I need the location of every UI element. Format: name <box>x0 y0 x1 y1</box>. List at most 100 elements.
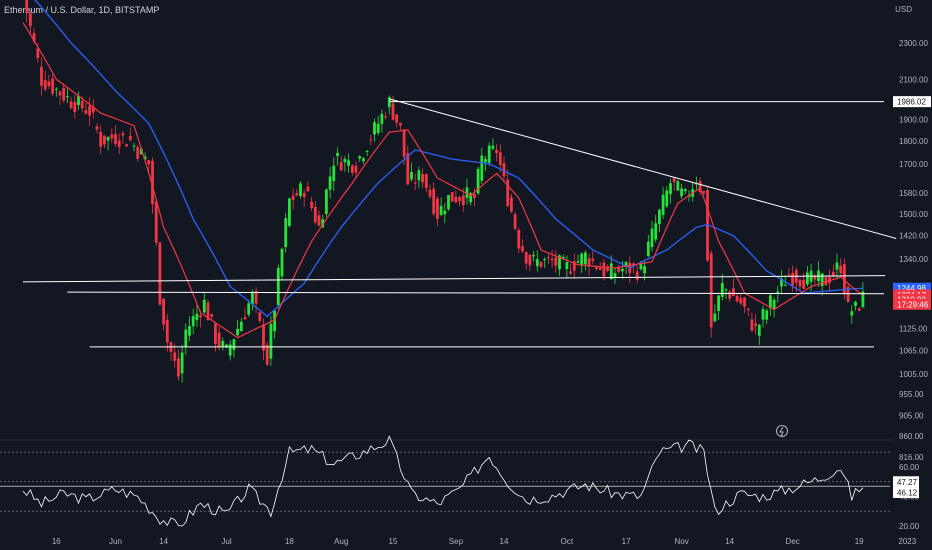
candle-body <box>232 339 236 350</box>
rsi-tick-label: 60.00 <box>899 463 920 472</box>
candle-body <box>77 95 80 105</box>
time-tick-label: Jun <box>109 537 122 546</box>
candle-body <box>780 278 783 287</box>
candle-body <box>402 129 406 157</box>
time-tick-label: 15 <box>389 537 398 546</box>
mid-horizontal-line[interactable] <box>67 291 885 295</box>
time-tick-label: 16 <box>52 537 61 546</box>
candle-body <box>310 201 313 208</box>
candle-body <box>765 310 769 320</box>
candle-body <box>158 242 162 305</box>
time-tick-label: Jul <box>221 537 231 546</box>
candle-body <box>236 328 239 336</box>
candle-body <box>750 319 754 331</box>
candle-body <box>772 300 776 309</box>
candle-body <box>243 317 247 320</box>
candle-body <box>724 289 728 291</box>
candle-body <box>646 241 650 257</box>
candle-body <box>365 150 369 152</box>
candle-body <box>121 133 125 136</box>
candle-body <box>151 160 154 205</box>
candle-body <box>406 153 410 185</box>
candle-body <box>469 193 473 203</box>
candle-body <box>757 324 761 336</box>
candle-body <box>743 297 746 307</box>
candle-body <box>676 181 680 191</box>
candle-body <box>461 195 465 206</box>
candle-body <box>51 78 54 94</box>
candle-body <box>384 116 387 118</box>
price-tick-label: 816.00 <box>899 453 924 462</box>
candle-body <box>221 340 225 347</box>
candle-body <box>43 80 47 90</box>
candle-body <box>73 101 77 112</box>
candle-body <box>635 271 639 280</box>
candle-body <box>299 183 302 197</box>
candle-body <box>99 131 103 147</box>
candle-body <box>410 171 413 180</box>
candle-body <box>783 285 787 287</box>
candle-body <box>228 344 232 356</box>
price-label-text: 1986.02 <box>897 98 926 107</box>
candle-body <box>387 97 391 108</box>
candle-body <box>284 218 288 248</box>
candle-body <box>454 196 458 203</box>
candle-body <box>191 316 195 327</box>
candle-body <box>609 263 613 280</box>
candle-body <box>713 313 717 322</box>
price-label-box <box>893 282 931 294</box>
candle-body <box>506 179 510 207</box>
candle-body <box>336 152 339 157</box>
rsi-label-text: 46.12 <box>897 488 918 497</box>
candle-body <box>484 159 487 163</box>
candle-body <box>735 295 739 302</box>
candle-body <box>54 88 58 90</box>
candle-body <box>813 276 817 280</box>
candle-body <box>613 273 617 278</box>
candle-body <box>332 165 336 182</box>
candle-body <box>861 291 865 307</box>
candle-body <box>569 271 572 274</box>
candle-body <box>273 310 276 332</box>
candle-body <box>828 277 831 283</box>
descending-resistance-line[interactable] <box>389 98 897 239</box>
candle-body <box>543 259 547 261</box>
candle-body <box>480 155 484 181</box>
candle-body <box>850 311 854 316</box>
time-tick-label: 19 <box>855 537 864 546</box>
candle-body <box>528 254 532 266</box>
candle-body <box>639 263 643 270</box>
candle-body <box>754 323 757 326</box>
candle-body <box>199 315 202 318</box>
candle-body <box>147 160 151 165</box>
candle-body <box>354 165 358 173</box>
lightning-icon[interactable] <box>776 425 788 437</box>
candle-body <box>325 189 328 214</box>
time-tick-label: 14 <box>500 537 509 546</box>
candle-body <box>806 272 809 285</box>
candle-body <box>513 214 517 229</box>
candle-body <box>787 274 791 276</box>
candle-body <box>32 33 36 42</box>
candle-body <box>29 13 32 27</box>
price-axis: 2300.00 2100.00 1900.00 1800.00 1700.00 1580.… <box>899 39 928 462</box>
candle-body <box>258 312 262 321</box>
candle-body <box>358 156 362 159</box>
price-tick-label: 2100.00 <box>899 75 928 84</box>
candle-body <box>439 205 443 216</box>
upper-horizontal-line[interactable] <box>22 275 886 283</box>
candle-body <box>839 265 843 274</box>
candle-body <box>650 228 654 248</box>
candle-body <box>66 95 69 97</box>
price-tick-label: 1700.00 <box>899 160 928 169</box>
candle-body <box>195 313 199 320</box>
candle-body <box>339 162 343 171</box>
candle-body <box>421 173 424 183</box>
candle-body <box>69 101 73 109</box>
candle-body <box>80 100 84 109</box>
price-tick-label: 1125.00 <box>899 325 928 334</box>
candle-body <box>769 295 772 309</box>
price-tick-label: 955.00 <box>899 390 924 399</box>
candle-body <box>399 122 402 126</box>
